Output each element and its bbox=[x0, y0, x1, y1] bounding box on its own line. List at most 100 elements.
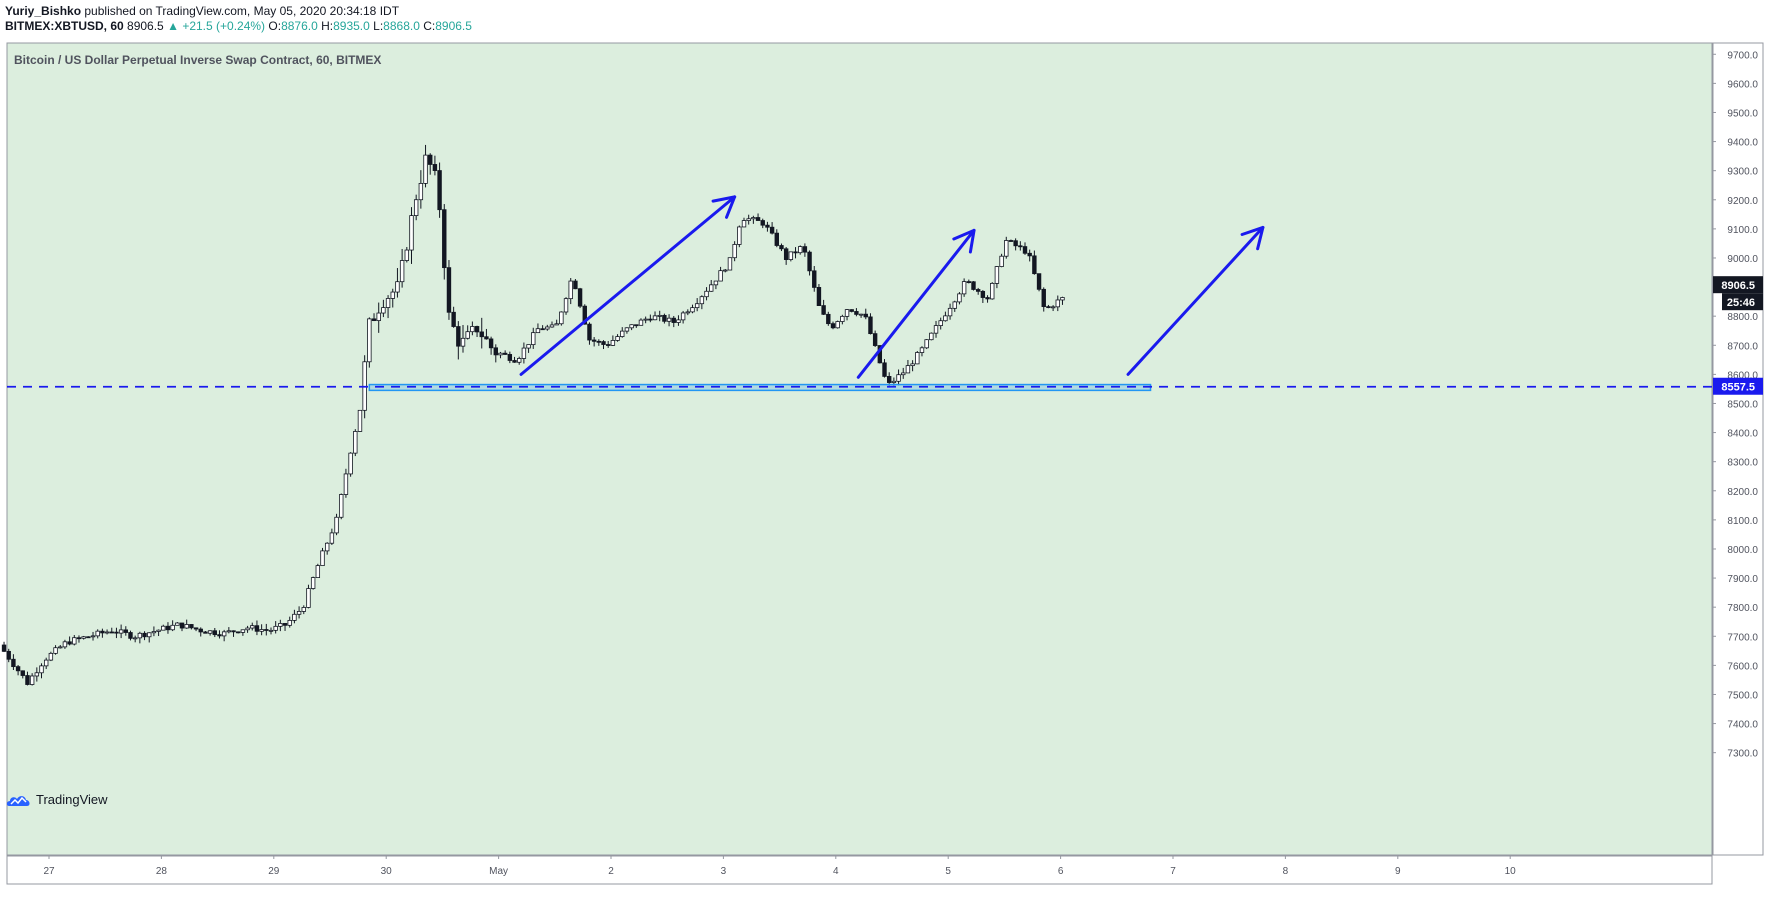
published-text: published on TradingView.com, May 05, 20… bbox=[84, 4, 400, 18]
candle-body bbox=[540, 328, 545, 331]
candle-body bbox=[479, 331, 484, 338]
candle-body bbox=[872, 333, 878, 346]
candle-body bbox=[1041, 288, 1046, 308]
candle-body bbox=[273, 625, 278, 631]
candle-body bbox=[390, 291, 395, 299]
candle-body bbox=[657, 314, 662, 317]
candle-body bbox=[493, 347, 498, 356]
candle-body bbox=[624, 327, 630, 332]
candle-body bbox=[315, 565, 321, 578]
candle-body bbox=[95, 630, 100, 637]
candle-body bbox=[104, 631, 110, 634]
candle-body bbox=[90, 635, 96, 638]
candle-body bbox=[713, 280, 719, 286]
candle-body bbox=[306, 588, 311, 608]
price-tick-label: 8800.0 bbox=[1727, 312, 1758, 323]
candle-body bbox=[357, 409, 363, 432]
candle-body bbox=[184, 624, 189, 629]
support-price-badge bbox=[1713, 377, 1763, 395]
candle-body bbox=[652, 315, 658, 321]
candle-body bbox=[395, 281, 400, 293]
candle-body bbox=[118, 629, 124, 634]
candle-body bbox=[353, 431, 358, 454]
candle-body bbox=[72, 637, 77, 645]
candle-body bbox=[746, 218, 751, 221]
candle-body bbox=[596, 340, 602, 343]
trend-arrow[interactable] bbox=[519, 195, 737, 376]
candle-body bbox=[39, 665, 44, 674]
candle-body bbox=[793, 251, 798, 254]
time-tick-label: 10 bbox=[1505, 866, 1517, 877]
tradingview-cloud-icon bbox=[6, 795, 30, 806]
author-name[interactable]: Yuriy_Bishko bbox=[5, 4, 82, 18]
candle-body bbox=[910, 363, 915, 367]
candle-body bbox=[549, 324, 555, 328]
current-price-label: 8906.5 bbox=[1721, 280, 1755, 292]
time-axis[interactable] bbox=[6, 855, 1713, 885]
candle-body bbox=[732, 244, 737, 259]
candle-body bbox=[442, 209, 447, 269]
price-tick-label: 8400.0 bbox=[1727, 429, 1758, 440]
candle-body bbox=[254, 625, 260, 632]
price-tick-label: 9700.0 bbox=[1727, 50, 1758, 61]
candle-body bbox=[170, 624, 175, 631]
candle-body bbox=[835, 321, 840, 329]
candle-body bbox=[488, 338, 494, 349]
candle-body bbox=[123, 629, 129, 633]
price-tick-label: 9600.0 bbox=[1727, 79, 1758, 90]
candle-body bbox=[605, 344, 611, 346]
candle-body bbox=[517, 358, 522, 363]
support-price-label: 8557.5 bbox=[1721, 382, 1755, 394]
candle-body bbox=[760, 220, 765, 226]
candle-body bbox=[1, 644, 7, 652]
candle-body bbox=[840, 315, 845, 322]
candle-body bbox=[156, 629, 161, 632]
candle-body bbox=[591, 339, 597, 342]
candle-body bbox=[409, 215, 414, 251]
price-tick-label: 7500.0 bbox=[1727, 690, 1758, 701]
candle-body bbox=[882, 362, 887, 377]
last-price: 8906.5 bbox=[127, 19, 164, 33]
candle-body bbox=[376, 312, 381, 322]
price-axis[interactable] bbox=[1712, 42, 1764, 856]
time-tick-label: 6 bbox=[1058, 866, 1064, 877]
candle-body bbox=[399, 260, 405, 283]
candle-body bbox=[15, 666, 21, 672]
candle-body bbox=[952, 301, 957, 309]
trend-arrow[interactable] bbox=[1126, 225, 1265, 376]
price-tick-label: 8500.0 bbox=[1727, 399, 1758, 410]
candle-body bbox=[320, 550, 325, 567]
candle-body bbox=[310, 577, 316, 589]
candle-body bbox=[901, 372, 906, 376]
trend-arrow-head bbox=[711, 195, 737, 219]
candle-body bbox=[1046, 306, 1051, 309]
candle-body bbox=[264, 629, 269, 631]
candle-body bbox=[765, 224, 770, 228]
candle-body bbox=[151, 631, 157, 634]
price-tick-label: 8600.0 bbox=[1727, 370, 1758, 381]
price-tick-label: 9400.0 bbox=[1727, 138, 1758, 149]
candle-body bbox=[329, 532, 335, 544]
candle-body bbox=[587, 323, 592, 341]
price-tick-label: 8200.0 bbox=[1727, 487, 1758, 498]
price-tick-label: 9200.0 bbox=[1727, 196, 1758, 207]
candle-body bbox=[816, 287, 822, 307]
trend-arrow[interactable] bbox=[856, 228, 976, 379]
time-tick-label: 8 bbox=[1283, 866, 1289, 877]
candle-body bbox=[971, 281, 976, 290]
candle-body bbox=[966, 281, 972, 283]
time-tick-label: May bbox=[489, 866, 508, 877]
candle-body bbox=[437, 170, 442, 211]
candle-body bbox=[1032, 255, 1037, 275]
candle-body bbox=[812, 270, 817, 288]
countdown-badge bbox=[1722, 293, 1763, 311]
tradingview-logo[interactable]: TradingView bbox=[6, 792, 108, 807]
candle-body bbox=[826, 313, 831, 325]
price-tick-label: 9300.0 bbox=[1727, 167, 1758, 178]
candle-body bbox=[643, 318, 648, 321]
candle-body bbox=[783, 248, 789, 260]
trend-arrow-head bbox=[1240, 225, 1265, 251]
candle-body bbox=[100, 630, 105, 634]
candle-body bbox=[648, 318, 653, 321]
